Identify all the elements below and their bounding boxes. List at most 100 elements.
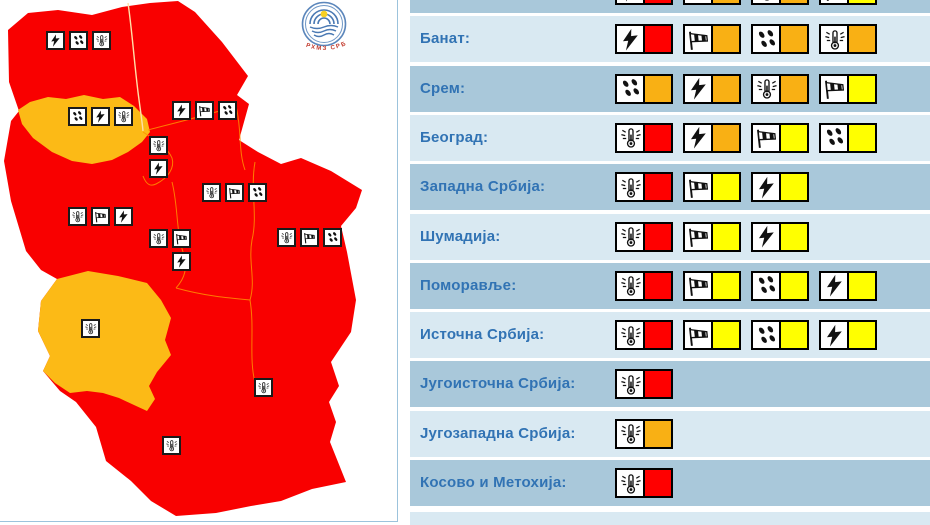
warning-icon-box — [615, 172, 645, 203]
map-warning-icon-wind — [195, 101, 214, 120]
region-row[interactable]: Шумадија: — [410, 213, 930, 260]
warning-level-box-yellow — [779, 320, 809, 351]
extreme-temperature-icon — [619, 373, 642, 396]
extreme-temperature-icon — [280, 231, 293, 244]
warning-badge-thermometer — [751, 0, 809, 5]
extreme-temperature-icon — [755, 0, 778, 2]
warning-icon-box — [751, 221, 781, 252]
extreme-temperature-icon — [755, 77, 778, 100]
warning-level-box-orange — [711, 73, 741, 104]
warning-icon-box — [751, 24, 781, 55]
lightning-bolt-icon — [117, 210, 130, 223]
region-label: Бачка: — [420, 0, 470, 13]
warning-icon-box — [751, 172, 781, 203]
map-warning-icon-thermometer — [149, 136, 168, 155]
windsock-icon — [755, 126, 778, 149]
warning-level-box-orange — [643, 73, 673, 104]
warning-badge-wind — [683, 320, 741, 351]
extreme-temperature-icon — [619, 324, 642, 347]
extreme-temperature-icon — [71, 210, 84, 223]
map-warning-icon-thunderstorm — [114, 207, 133, 226]
map-warning-icon-thermometer — [254, 378, 273, 397]
map-warning-icon-thermometer — [202, 183, 221, 202]
extreme-temperature-icon — [619, 422, 642, 445]
extreme-temperature-icon — [152, 139, 165, 152]
region-label: Београд: — [420, 128, 489, 146]
warning-icon-box — [683, 172, 713, 203]
warning-icon-box — [819, 73, 849, 104]
warning-level-box-yellow — [711, 221, 741, 252]
warning-level-box-yellow — [779, 122, 809, 153]
windsock-icon — [687, 28, 710, 51]
windsock-icon — [303, 231, 316, 244]
map-warning-icon-thunderstorm — [172, 101, 191, 120]
region-label: Шумадија: — [420, 227, 501, 245]
warning-badge-thunderstorm — [683, 122, 741, 153]
lightning-bolt-icon — [687, 126, 710, 149]
region-warnings — [615, 221, 809, 252]
region-row[interactable]: Банат: — [410, 16, 930, 63]
windsock-icon — [687, 176, 710, 199]
warning-badge-rain — [683, 0, 741, 5]
warning-icon-box — [615, 0, 645, 5]
rain-drops-icon — [755, 324, 778, 347]
warning-badge-wind — [683, 24, 741, 55]
warning-badge-rain — [751, 320, 809, 351]
warning-badge-thermometer — [615, 270, 673, 301]
map-warning-icon-thermometer — [81, 319, 100, 338]
map-warning-icon-thermometer — [277, 228, 296, 247]
warning-badge-rain — [819, 122, 877, 153]
region-row[interactable]: Поморавље: — [410, 262, 930, 309]
warning-badge-rain — [751, 24, 809, 55]
warning-level-box-yellow — [847, 122, 877, 153]
region-row[interactable]: Косово и Метохија: — [410, 460, 930, 506]
warning-badge-thunderstorm — [819, 320, 877, 351]
map-warning-icon-thermometer — [92, 31, 111, 50]
region-row[interactable]: Срем: — [410, 65, 930, 112]
warning-icon-box — [615, 468, 645, 498]
warning-badge-thermometer — [819, 24, 877, 55]
region-row[interactable]: Западна Србија: — [410, 164, 930, 211]
warning-icon-box — [751, 270, 781, 301]
region-row[interactable]: Бачка: — [410, 0, 930, 13]
warning-level-box-red — [643, 270, 673, 301]
region-warnings — [615, 468, 673, 498]
map-region-jugozapadna-srbija[interactable] — [38, 271, 171, 411]
region-row[interactable]: Југозападна Србија: — [410, 410, 930, 457]
lightning-bolt-icon — [687, 77, 710, 100]
warning-icon-box — [683, 0, 713, 5]
region-warnings — [615, 270, 877, 301]
windsock-icon — [687, 225, 710, 248]
windsock-icon — [175, 232, 188, 245]
warning-badge-thermometer — [615, 122, 673, 153]
lightning-bolt-icon — [755, 225, 778, 248]
warning-badge-thermometer — [615, 320, 673, 351]
warning-badge-thermometer — [615, 221, 673, 252]
region-row[interactable]: Југоисточна Србија: — [410, 361, 930, 408]
warning-badge-thunderstorm — [615, 24, 673, 55]
lightning-bolt-icon — [175, 255, 188, 268]
warning-level-box-red — [643, 24, 673, 55]
rhmz-logo: РХМЗ СРБИЈЕ — [290, 1, 347, 52]
rain-drops-icon — [755, 274, 778, 297]
region-label: Косово и Метохија: — [420, 474, 567, 491]
windsock-icon — [228, 186, 241, 199]
warning-icon-box — [615, 73, 645, 104]
region-row[interactable]: Београд: — [410, 114, 930, 161]
warning-badge-thunderstorm — [751, 172, 809, 203]
warning-level-box-red — [643, 122, 673, 153]
warning-badge-thunderstorm — [819, 270, 877, 301]
warning-level-box-yellow — [779, 270, 809, 301]
warning-level-box-yellow — [711, 172, 741, 203]
extreme-temperature-icon — [619, 126, 642, 149]
region-row[interactable]: Источна Србија: — [410, 312, 930, 359]
region-label: Западна Србија: — [420, 178, 546, 196]
warning-badge-wind — [683, 221, 741, 252]
extreme-temperature-icon — [823, 28, 846, 51]
warning-icon-box — [615, 418, 645, 449]
lightning-bolt-icon — [94, 110, 107, 123]
warning-badge-thermometer — [751, 73, 809, 104]
warning-level-box-orange — [711, 122, 741, 153]
warning-level-box-red — [643, 172, 673, 203]
extreme-temperature-icon — [257, 381, 270, 394]
